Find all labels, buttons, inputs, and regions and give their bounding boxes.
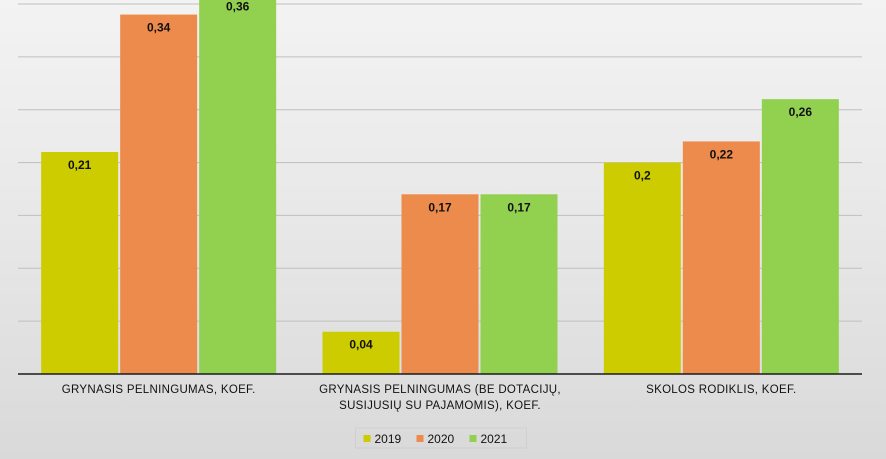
bar-2020-2 bbox=[401, 194, 479, 374]
bar-2019-2 bbox=[322, 331, 400, 374]
data-label: 0,17 bbox=[428, 200, 452, 214]
data-label: 0,04 bbox=[349, 338, 373, 352]
bar-2021-2 bbox=[480, 194, 558, 374]
data-label: 0,26 bbox=[789, 105, 813, 119]
category-label: GRYNASIS PELNINGUMAS, KOEF. bbox=[62, 384, 256, 396]
legend-entry-2019: 2019 bbox=[375, 432, 402, 446]
bar-2019-1 bbox=[41, 152, 119, 374]
category-label: GRYNASIS PELNINGUMAS (BE DOTACIJŲ, SUSIJU… bbox=[319, 384, 561, 412]
data-label: 0,21 bbox=[68, 158, 92, 172]
legend-swatch-2019 bbox=[363, 435, 371, 442]
data-label: 0,22 bbox=[710, 147, 734, 161]
legend-swatch-2021 bbox=[469, 435, 477, 442]
data-label: 0,36 bbox=[226, 0, 250, 13]
bar-layer bbox=[41, 0, 839, 375]
category-label: SKOLOS RODIKLIS, KOEF. bbox=[646, 384, 796, 396]
legend-entry-2021: 2021 bbox=[481, 432, 508, 446]
bar-2020-1 bbox=[120, 14, 198, 374]
category-label-layer: GRYNASIS PELNINGUMAS, KOEF. GRYNASIS PELN… bbox=[62, 384, 796, 412]
legend-frame bbox=[355, 427, 527, 449]
bar-2019-3 bbox=[603, 162, 681, 374]
data-label: 0,2 bbox=[634, 169, 651, 183]
bar-2020-3 bbox=[682, 141, 760, 374]
legend-swatch-2020 bbox=[416, 435, 424, 442]
legend-entry-2020: 2020 bbox=[428, 432, 455, 446]
data-label: 0,34 bbox=[147, 21, 171, 35]
legend: 2019 2020 2021 bbox=[355, 427, 527, 449]
bar-2021-1 bbox=[199, 0, 277, 375]
bar-2021-3 bbox=[761, 99, 839, 375]
data-label: 0,17 bbox=[507, 200, 531, 214]
data-label-layer: 0,21 0,34 0,36 0,04 0,17 0,17 0,2 0,22 0,26 bbox=[68, 0, 812, 352]
